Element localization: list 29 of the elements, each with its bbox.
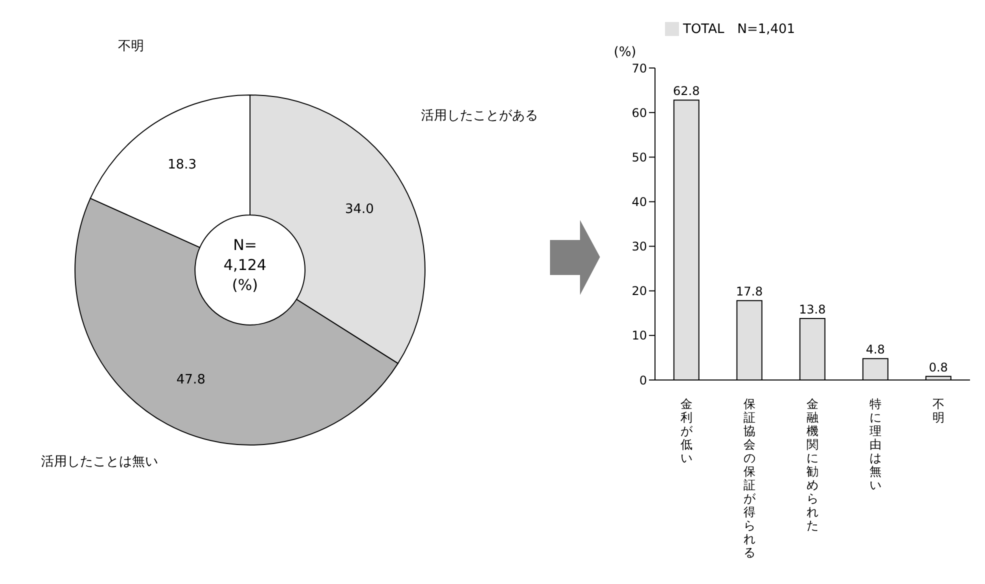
text: (%) xyxy=(232,276,258,294)
y-tick-label: 30 xyxy=(632,240,647,254)
x-tick-label: 特に理由は無い xyxy=(870,397,882,492)
data-label: 18.3 xyxy=(168,158,197,173)
y-tick-label: 20 xyxy=(632,284,647,298)
data-label: 47.8 xyxy=(176,372,206,388)
data-label: 4.8 xyxy=(866,342,885,357)
slice-label: 不明 xyxy=(118,38,144,54)
data-label: 17.8 xyxy=(736,284,763,299)
y-tick-label: 0 xyxy=(639,373,647,388)
x-tick-label: 不明 xyxy=(932,397,944,424)
category-label: 保証協会の保証が得られる xyxy=(744,397,756,560)
legend-label: TOTAL N=1,401 xyxy=(683,22,796,37)
x-tick-label: 金利が低い xyxy=(680,397,694,465)
data-label: 62.8 xyxy=(673,84,700,98)
slice-label: 活用したことがある xyxy=(420,108,538,124)
y-tick-label: 70 xyxy=(632,61,647,76)
y-tick-label: 10 xyxy=(632,328,647,343)
data-label: 34.0 xyxy=(344,202,374,218)
data-label: 0.8 xyxy=(928,360,948,374)
data-label: 13.8 xyxy=(799,302,826,316)
text: N= xyxy=(233,236,257,254)
text: 4,124 xyxy=(224,256,266,274)
category-label: 金融機関に勧められた xyxy=(806,397,818,532)
y-tick-label: 60 xyxy=(632,106,647,120)
y-tick-label: 50 xyxy=(632,150,647,164)
y-tick-label: 40 xyxy=(632,194,647,209)
y-axis-title: (%) xyxy=(614,45,636,60)
slice-label: 活用したことは無い xyxy=(40,454,158,470)
